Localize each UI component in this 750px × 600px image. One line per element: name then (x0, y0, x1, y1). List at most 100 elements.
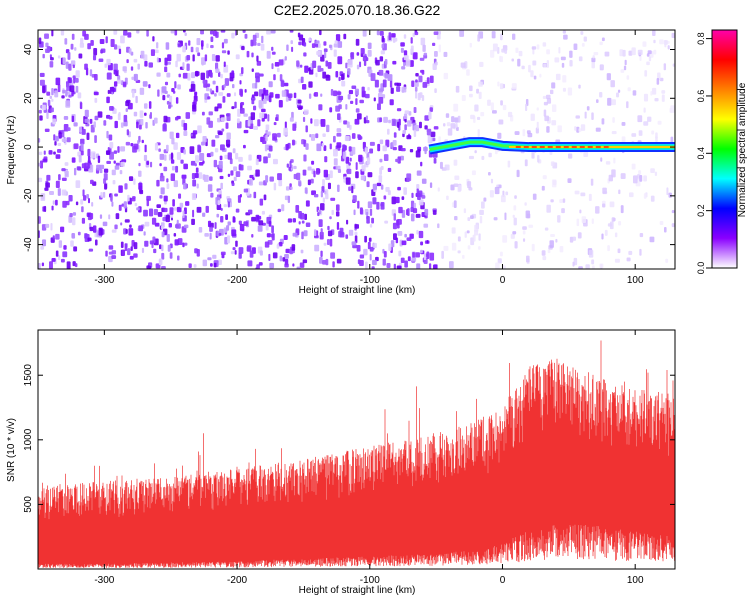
spectrogram-cell (318, 43, 321, 48)
spectrogram-cell (114, 224, 118, 230)
spectrogram-cell (167, 61, 171, 65)
spectrogram-cell (320, 68, 324, 72)
spectrogram-cell (266, 131, 271, 136)
spectrogram-cell (411, 80, 415, 87)
spectrogram-cell (61, 189, 67, 196)
spectrogram-cell (415, 91, 418, 99)
spectrogram-cell (114, 193, 118, 197)
spectrogram-cell (75, 180, 81, 189)
spectrogram-cell (182, 242, 185, 248)
spectrogram-cell (411, 192, 414, 198)
spectrogram-cell (491, 31, 496, 39)
spectrogram-cell (275, 93, 280, 99)
spectrogram-cell (390, 240, 395, 248)
spectrogram-cell (392, 146, 397, 151)
spectrogram-cell (302, 83, 307, 90)
spectrogram-cell (434, 61, 438, 66)
spectrogram-cell (65, 200, 70, 206)
spectrogram-cell (479, 209, 484, 216)
spectrogram-cell (394, 196, 400, 204)
spectrogram-cell (281, 90, 287, 97)
spectrogram-cell (113, 81, 118, 87)
spectrogram-cell (279, 255, 283, 262)
spectrogram-cell (90, 151, 96, 159)
spectrogram-cell (344, 135, 350, 142)
spectrogram-cell (241, 46, 245, 51)
spectrogram-cell (55, 233, 60, 240)
spectrogram-cell (543, 63, 547, 68)
spectrogram-cell (219, 155, 223, 161)
spectrogram-cell (422, 82, 428, 88)
spectrogram-cell (291, 111, 294, 119)
spectrogram-cell (41, 224, 47, 231)
spectrogram-cell (383, 250, 387, 258)
spectrogram-cell (209, 226, 213, 232)
spectrogram-cell (195, 47, 199, 53)
spectrogram-cell (66, 137, 71, 143)
spectrogram-cell (108, 251, 114, 255)
spectrogram-cell (183, 224, 189, 229)
spectrogram-cell (214, 148, 219, 153)
spectrogram-cell (237, 108, 241, 117)
spectrogram-cell (404, 110, 410, 115)
spectrogram-cell (242, 30, 246, 33)
spectrogram-cell (422, 44, 426, 52)
spectrogram-cell (469, 93, 473, 98)
spectrogram-cell (446, 195, 449, 200)
spectrogram-cell (62, 89, 66, 94)
spectrogram-cell (192, 130, 198, 135)
spectrogram-cell (220, 207, 223, 211)
spectrogram-cell (560, 56, 566, 61)
spectrogram-cell (57, 142, 62, 147)
spectrogram-y-label: Frequency (Hz) (6, 116, 17, 185)
spectrogram-cell (429, 263, 432, 269)
spectrogram-cell (337, 41, 343, 48)
spectrogram-cell (268, 81, 273, 88)
spectrogram-cell (51, 258, 56, 262)
spectrogram-cell (106, 58, 111, 66)
spectrogram-cell (46, 91, 51, 96)
spectrogram-cell (414, 125, 420, 132)
spectrogram-cell (593, 51, 599, 56)
spectrogram-cell (605, 161, 611, 165)
spectrogram-cell (58, 132, 62, 139)
spectrogram-cell (356, 113, 362, 120)
spectrogram-cell (569, 60, 573, 67)
spectrogram-cell (591, 218, 594, 224)
spectrogram-cell (481, 201, 485, 209)
spectrogram-cell (63, 245, 67, 250)
spectrogram-cell (39, 160, 43, 169)
spectrogram-cell (113, 160, 116, 164)
spectrogram-cell (94, 97, 98, 103)
spectrogram-cell (433, 157, 437, 164)
spectrogram-cell (258, 262, 263, 266)
spectrogram-cell (150, 161, 153, 168)
spectrogram-cell (409, 149, 414, 153)
spectrogram-cell (46, 174, 51, 181)
spectrogram-cell (530, 113, 535, 121)
spectrogram-cell (90, 39, 94, 46)
spectrogram-cell (120, 241, 124, 248)
chart-title: C2E2.2025.070.18.36.G22 (274, 2, 441, 18)
spectrogram-cell (409, 60, 414, 67)
spectrogram-cell (437, 187, 440, 192)
spectrogram-cell (554, 57, 560, 63)
spectrogram-cell (579, 209, 582, 214)
spectrogram-cell (49, 61, 54, 68)
spectrogram-cell (524, 159, 528, 167)
spectrogram-cell (163, 207, 168, 213)
spectrogram-cell (577, 232, 582, 239)
spectrogram-cell (622, 49, 626, 57)
spectrogram-cell (42, 53, 45, 59)
spectrogram-cell (354, 118, 360, 125)
spectrogram-cell (322, 197, 326, 203)
spectrogram-cell (612, 117, 615, 123)
spectrogram-cell (339, 227, 344, 236)
spectrogram-cell (359, 61, 362, 68)
spectrogram-cell (359, 99, 364, 104)
spectrogram-cell (454, 215, 458, 221)
spectrogram-cell (89, 212, 94, 220)
spectrogram-cell (169, 131, 174, 139)
spectrogram-cell (62, 57, 66, 65)
spectrogram-cell (478, 91, 482, 99)
